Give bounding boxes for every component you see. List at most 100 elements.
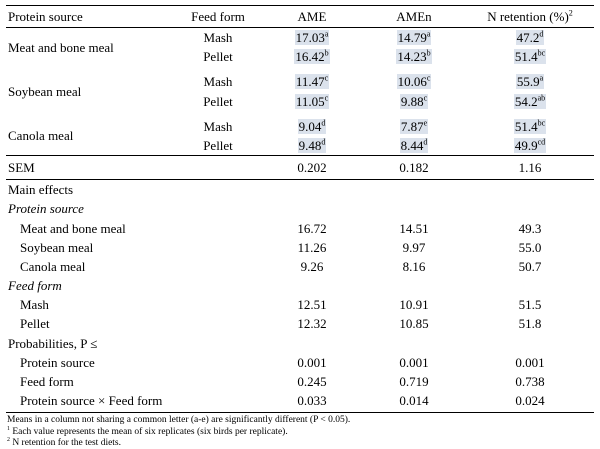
value: 9.48: [298, 137, 322, 153]
table-row: Pellet 16.42b 14.23b 51.4bc: [6, 47, 594, 66]
nret-value: 51.4bc: [466, 47, 594, 66]
table-row: Soybean meal Mash 11.47c 10.06c 55.9a: [6, 66, 594, 99]
section-feed-form: Feed form: [6, 276, 594, 295]
value: 51.4: [514, 49, 538, 65]
sig-letter: d: [321, 118, 326, 128]
table-row: Pellet 9.48d 8.44d 49.9cd: [6, 136, 594, 156]
ame-value: 0.202: [262, 155, 362, 181]
nret-value: 0.738: [515, 373, 545, 389]
results-table: Protein source Feed form AME AMEn N rete…: [6, 5, 594, 414]
section-main-effects: Main effects: [6, 180, 594, 200]
sig-letter: c: [324, 93, 329, 103]
nret-value: 50.7: [518, 258, 542, 274]
feed-form-cell: Mash: [203, 30, 233, 46]
table-footnotes: Means in a column not sharing a common l…: [6, 413, 594, 449]
empty-cell: [174, 353, 262, 372]
value: 9.88: [400, 93, 424, 109]
sig-letter: b: [426, 48, 431, 58]
header-row: Protein source Feed form AME AMEn N rete…: [6, 5, 594, 29]
section-label: Main effects: [8, 182, 74, 198]
sig-letter: c: [324, 74, 329, 84]
nret-value: 47.2d: [466, 28, 594, 48]
empty-cell: [174, 257, 262, 276]
sig-letter: bc: [537, 118, 546, 128]
amen-value: 0.182: [362, 155, 466, 181]
row-label: Meat and bone meal: [20, 220, 126, 236]
feed-form-cell: Pellet: [203, 93, 233, 109]
section-label: Probabilities, P ≤: [8, 335, 98, 351]
sig-letter: a: [426, 29, 431, 39]
section-label: Protein source: [8, 201, 84, 217]
amen-value: 8.16: [402, 258, 426, 274]
ame-value: 11.47c: [262, 66, 362, 91]
nret-value: 49.9cd: [466, 136, 594, 156]
col-protein-source: Protein source: [6, 5, 174, 29]
sig-letter: a: [324, 29, 329, 39]
value: 47.2: [516, 30, 540, 46]
nret-value: 55.0: [518, 239, 542, 255]
col-amen: AMEn: [362, 5, 466, 29]
value: 11.47: [295, 74, 325, 90]
table-row: Pellet 11.05c 9.88c 54.2ab: [6, 92, 594, 111]
ame-value: 16.72: [297, 220, 327, 236]
value: 55.9: [516, 74, 540, 90]
sig-letter: b: [324, 48, 329, 58]
col-n-retention-footnote-ref: 2: [568, 8, 573, 18]
col-ame: AME: [262, 5, 362, 29]
value: 49.9: [514, 137, 538, 153]
sig-letter: d: [539, 29, 544, 39]
ame-value: 9.48d: [262, 136, 362, 156]
ame-value: 12.32: [297, 316, 327, 332]
amen-value: 0.001: [399, 354, 429, 370]
nret-value: 1.16: [466, 155, 594, 181]
empty-cell: [174, 372, 262, 391]
feed-form-cell: Mash: [203, 118, 233, 134]
nret-value: 51.5: [518, 297, 542, 313]
empty-cell: [174, 219, 262, 238]
sig-letter: e: [423, 118, 428, 128]
footnote-2: 2 N retention for the test diets.: [7, 437, 593, 449]
nret-value: 51.8: [518, 316, 542, 332]
value: 10.06: [397, 74, 427, 90]
value: 7.87: [400, 118, 424, 134]
amen-value: 9.88c: [362, 92, 466, 111]
ame-value: 16.42b: [262, 47, 362, 66]
value: 16.42: [295, 49, 325, 65]
row-label: SEM: [6, 155, 174, 181]
sig-letter: a: [539, 74, 544, 84]
nret-value: 49.3: [518, 220, 542, 236]
ame-value: 9.04d: [262, 111, 362, 136]
empty-cell: [174, 155, 262, 181]
table-row: Canola meal Mash 9.04d 7.87e 51.4bc: [6, 111, 594, 143]
protein-source-name: Canola meal: [8, 128, 74, 144]
value: 17.03: [295, 30, 325, 46]
ame-value: 0.033: [262, 390, 362, 414]
feed-form-cell: Pellet: [203, 137, 233, 153]
col-n-retention: N retention (%)2: [466, 5, 594, 29]
sig-letter: c: [426, 74, 431, 84]
sig-letter: d: [423, 137, 428, 147]
table-row: Protein source × Feed form 0.033 0.014 0…: [6, 390, 594, 414]
nret-value: 54.2ab: [466, 92, 594, 111]
sig-letter: c: [423, 93, 428, 103]
amen-value: 7.87e: [362, 111, 466, 136]
amen-value: 8.44d: [362, 136, 466, 156]
amen-value: 10.91: [399, 297, 429, 313]
row-label: Soybean meal: [20, 239, 94, 255]
empty-cell: [174, 238, 262, 257]
footnote-1: 1 Each value represents the mean of six …: [7, 425, 593, 438]
ame-value: 11.05c: [262, 92, 362, 111]
row-label: Canola meal: [20, 258, 86, 274]
ame-value: 0.001: [297, 354, 327, 370]
nret-value: 0.024: [466, 390, 594, 414]
nret-value: 51.4bc: [466, 111, 594, 136]
table-row: Mash 12.51 10.91 51.5: [6, 295, 594, 314]
col-feed-form: Feed form: [174, 5, 262, 29]
table-row: Meat and bone meal 16.72 14.51 49.3: [6, 219, 594, 238]
amen-value: 10.85: [399, 316, 429, 332]
amen-value: 14.51: [399, 220, 429, 236]
section-label: Feed form: [8, 278, 62, 294]
sig-letter: d: [321, 137, 326, 147]
table-row: Feed form 0.245 0.719 0.738: [6, 372, 594, 391]
value: 9.04: [298, 118, 322, 134]
